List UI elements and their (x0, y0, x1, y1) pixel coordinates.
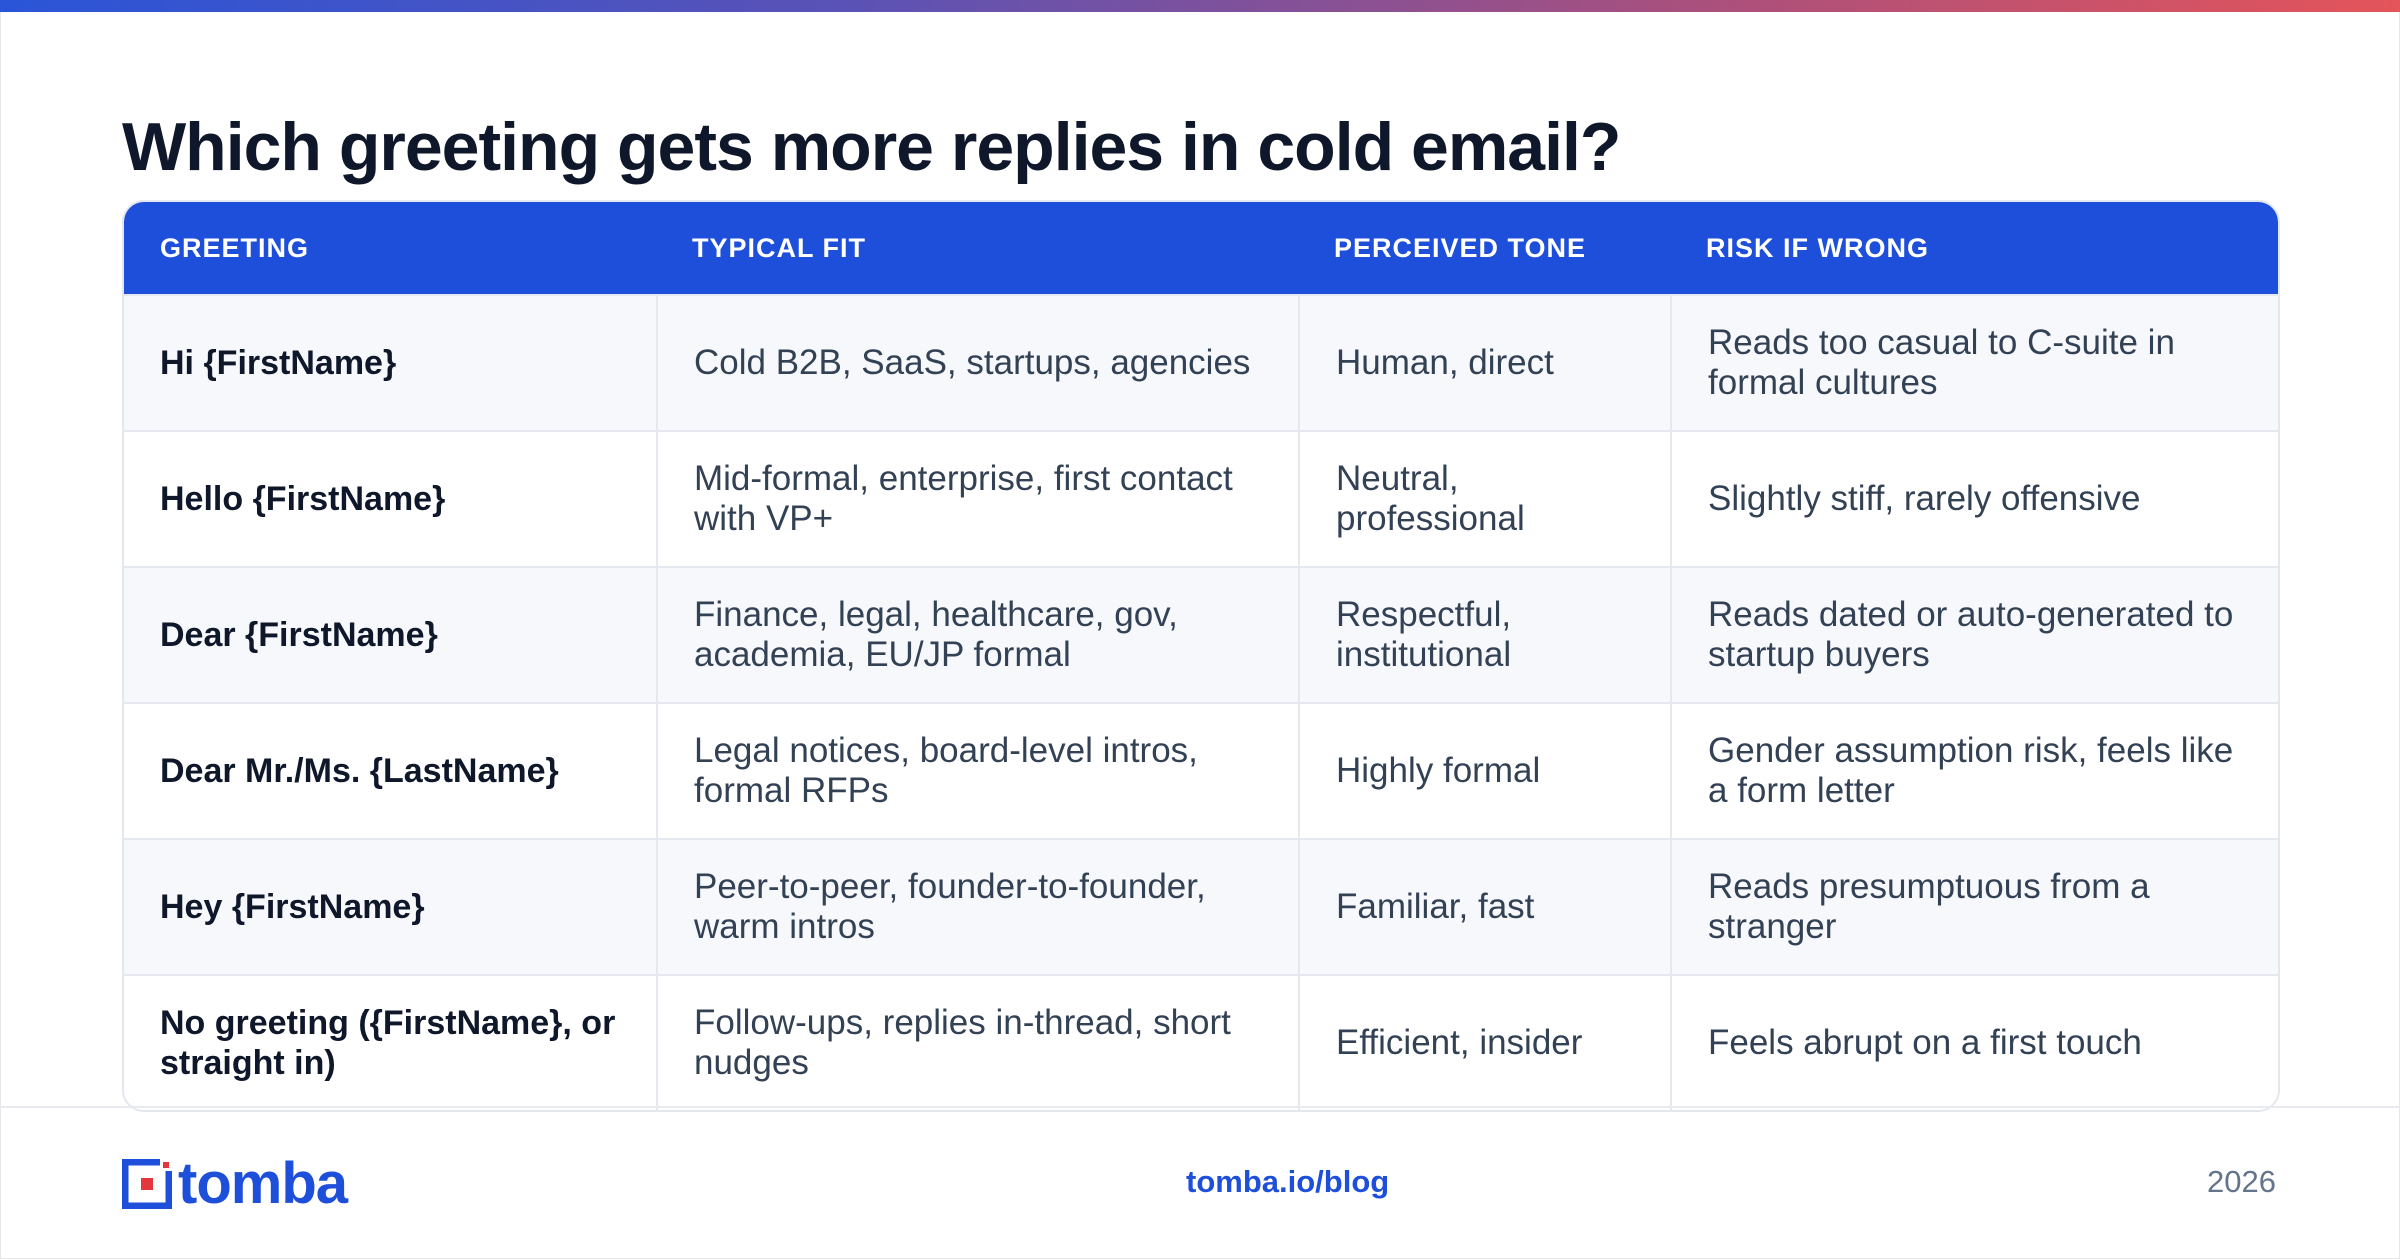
typical-fit-cell: Finance, legal, healthcare, gov, academi… (656, 568, 1298, 702)
risk-cell: Gender assumption risk, feels like a for… (1670, 704, 2274, 838)
typical-fit-cell: Follow-ups, replies in-thread, short nud… (656, 976, 1298, 1110)
table-row: Hello {FirstName} Mid-formal, enterprise… (124, 430, 2278, 566)
header-greeting: GREETING (160, 232, 310, 263)
header-typical-fit: TYPICAL FIT (692, 232, 867, 263)
blog-link[interactable]: tomba.io/blog (1186, 1164, 1390, 1199)
top-gradient-bar (0, 0, 2400, 12)
typical-fit-cell: Cold B2B, SaaS, startups, agencies (656, 296, 1298, 430)
greeting-cell: Hello {FirstName} (160, 480, 446, 518)
table-header: GREETING TYPICAL FIT PERCEIVED TONE RISK… (124, 202, 2278, 294)
tomba-logo: tomba (122, 1151, 348, 1216)
perceived-tone-cell: Human, direct (1298, 296, 1670, 430)
typical-fit-cell: Mid-formal, enterprise, first contact wi… (656, 432, 1298, 566)
risk-cell: Slightly stiff, rarely offensive (1670, 432, 2274, 566)
risk-cell: Reads dated or auto-generated to startup… (1670, 568, 2274, 702)
footer-year: 2026 (2207, 1164, 2276, 1199)
table-row: Hey {FirstName} Peer-to-peer, founder-to… (124, 838, 2278, 974)
perceived-tone-cell: Familiar, fast (1298, 840, 1670, 974)
risk-cell: Reads too casual to C-suite in formal cu… (1670, 296, 2274, 430)
table-row: Hi {FirstName} Cold B2B, SaaS, startups,… (124, 294, 2278, 430)
footer-divider (0, 1106, 2400, 1108)
header-risk-if-wrong: RISK IF WRONG (1706, 232, 1929, 263)
greeting-table: GREETING TYPICAL FIT PERCEIVED TONE RISK… (122, 200, 2280, 1112)
perceived-tone-cell: Neutral, professional (1298, 432, 1670, 566)
greeting-cell: No greeting ({FirstName}, or straight in… (160, 1004, 616, 1082)
perceived-tone-cell: Highly formal (1298, 704, 1670, 838)
risk-cell: Reads presumptuous from a stranger (1670, 840, 2274, 974)
table-body: Hi {FirstName} Cold B2B, SaaS, startups,… (124, 294, 2278, 1110)
greeting-cell: Hey {FirstName} (160, 888, 425, 926)
typical-fit-cell: Peer-to-peer, founder-to-founder, warm i… (656, 840, 1298, 974)
greeting-cell: Dear Mr./Ms. {LastName} (160, 752, 559, 790)
perceived-tone-cell: Efficient, insider (1298, 976, 1670, 1110)
greeting-cell: Dear {FirstName} (160, 616, 438, 654)
table-row: No greeting ({FirstName}, or straight in… (124, 974, 2278, 1110)
tomba-logo-icon (122, 1159, 172, 1209)
header-perceived-tone: PERCEIVED TONE (1334, 232, 1587, 263)
table-row: Dear Mr./Ms. {LastName} Legal notices, b… (124, 702, 2278, 838)
brand-name: tomba (178, 1151, 348, 1216)
page-title: Which greeting gets more replies in cold… (122, 109, 1621, 185)
risk-cell: Feels abrupt on a first touch (1670, 976, 2274, 1110)
table-row: Dear {FirstName} Finance, legal, healthc… (124, 566, 2278, 702)
perceived-tone-cell: Respectful, institutional (1298, 568, 1670, 702)
typical-fit-cell: Legal notices, board-level intros, forma… (656, 704, 1298, 838)
greeting-cell: Hi {FirstName} (160, 344, 397, 382)
